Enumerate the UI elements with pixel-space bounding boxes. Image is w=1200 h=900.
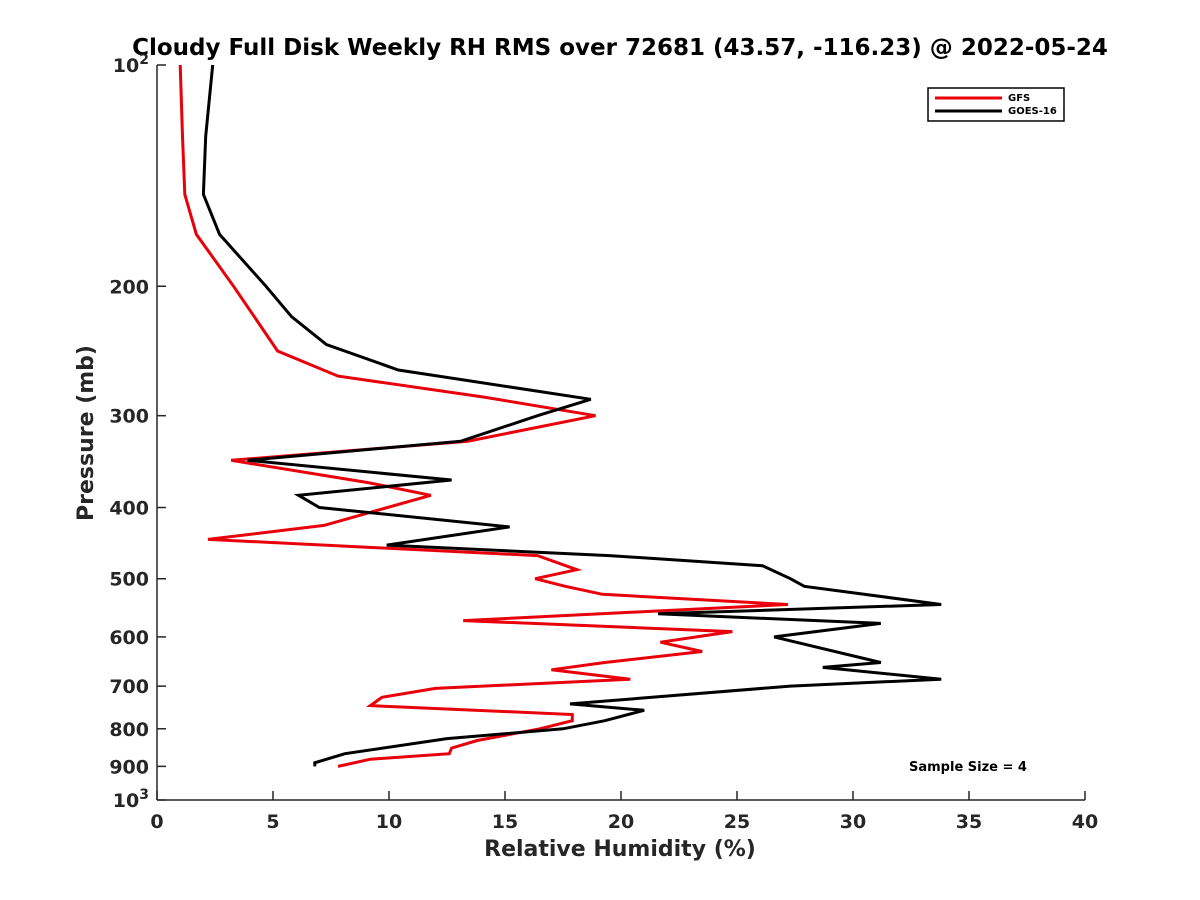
x-tick-label: 40	[1072, 811, 1098, 833]
chart-title: Cloudy Full Disk Weekly RH RMS over 7268…	[132, 35, 1108, 61]
x-axis-label: Relative Humidity (%)	[484, 837, 756, 862]
x-tick-label: 35	[956, 811, 982, 833]
y-tick-label: 400	[109, 498, 149, 520]
y-tick-label: 103	[113, 787, 149, 812]
y-tick-label: 500	[109, 569, 149, 591]
x-tick-label: 5	[266, 811, 279, 833]
x-tick-label: 0	[150, 811, 163, 833]
y-tick-label: 200	[109, 276, 149, 298]
x-tick-label: 30	[840, 811, 866, 833]
legend-label-gfs: GFS	[1008, 93, 1030, 104]
series-line-goes16	[201, 64, 942, 767]
legend-box	[927, 87, 1065, 122]
sample-size-annotation: Sample Size = 4	[909, 760, 1027, 775]
x-tick-label: 20	[608, 811, 634, 833]
plot-area: 0 5 10 15 20 25 30 35 40 102 200 300 400 500 600 700 800…	[109, 52, 1098, 833]
y-tick-label: 700	[109, 676, 149, 698]
x-tick-label: 15	[492, 811, 518, 833]
series-line-gfs	[178, 64, 789, 768]
y-axis-label: Pressure (mb)	[74, 345, 99, 521]
y-tick-label: 300	[109, 406, 149, 428]
legend: GFS GOES-16	[927, 87, 1065, 122]
legend-label-goes16: GOES-16	[1008, 106, 1057, 117]
x-tick-label: 10	[376, 811, 402, 833]
y-tick-label: 800	[109, 719, 149, 741]
x-tick-label: 25	[724, 811, 750, 833]
y-tick-label: 600	[109, 627, 149, 649]
y-tick-label: 102	[113, 52, 149, 77]
y-tick-label: 900	[109, 756, 149, 778]
